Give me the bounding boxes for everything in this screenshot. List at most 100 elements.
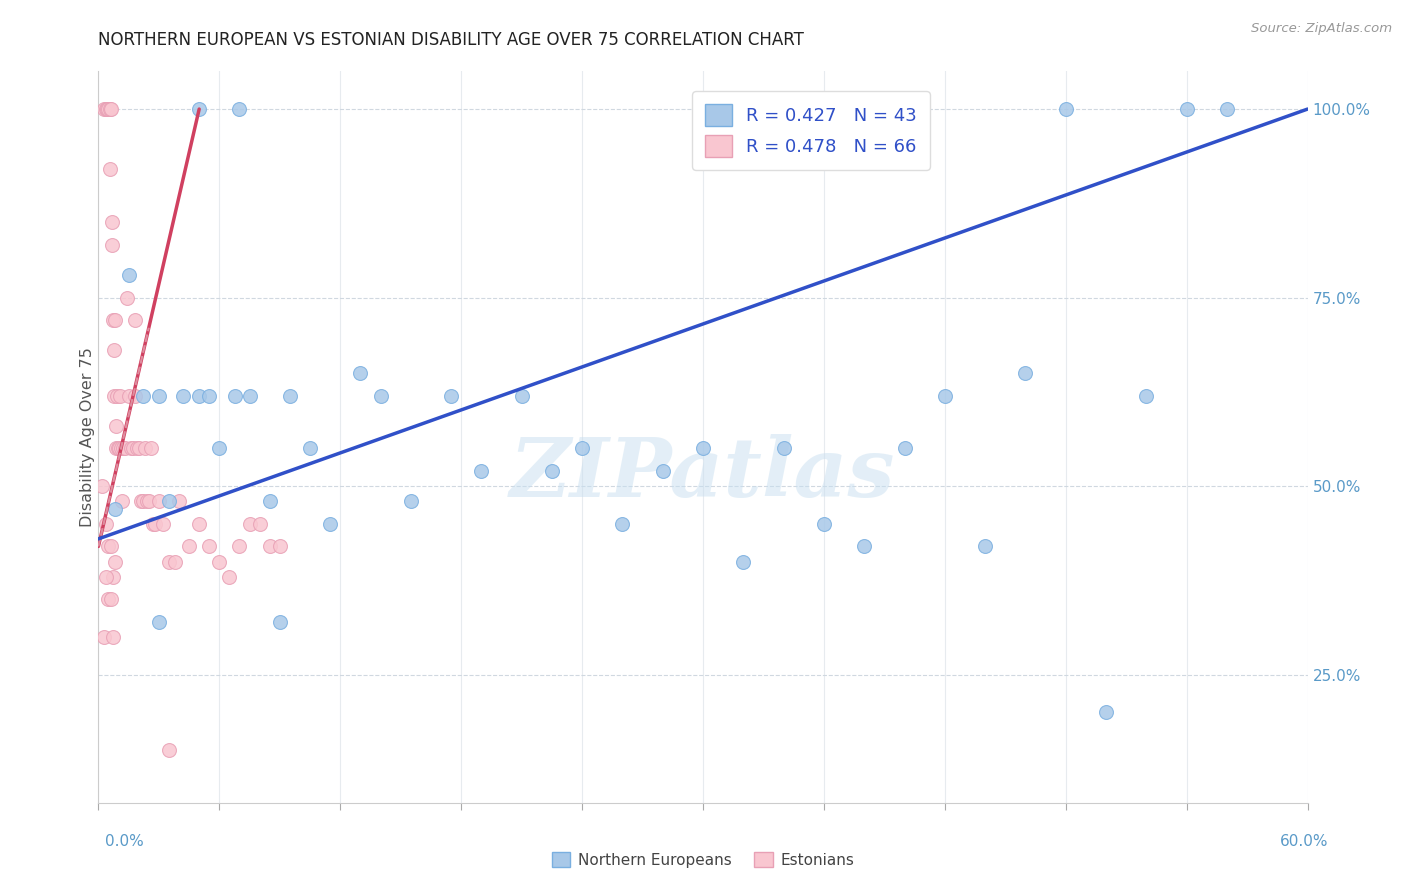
- Point: [105, 389, 128, 403]
- Point: [118, 268, 141, 282]
- Point: [97, 540, 120, 554]
- Point: [612, 516, 634, 531]
- Point: [96, 102, 118, 116]
- Point: [132, 389, 155, 403]
- Point: [228, 540, 250, 554]
- Point: [115, 291, 138, 305]
- Point: [198, 389, 221, 403]
- Point: [974, 540, 997, 554]
- Point: [1014, 366, 1036, 380]
- Point: [239, 389, 262, 403]
- Text: Source: ZipAtlas.com: Source: ZipAtlas.com: [1251, 22, 1392, 36]
- Point: [470, 464, 492, 478]
- Point: [813, 516, 835, 531]
- Point: [107, 442, 129, 456]
- Point: [103, 313, 125, 327]
- Point: [157, 743, 180, 757]
- Point: [125, 442, 148, 456]
- Point: [224, 389, 246, 403]
- Point: [239, 516, 262, 531]
- Point: [110, 442, 132, 456]
- Point: [96, 102, 118, 116]
- Point: [124, 389, 146, 403]
- Point: [188, 389, 211, 403]
- Point: [93, 102, 115, 116]
- Point: [540, 464, 562, 478]
- Point: [370, 389, 392, 403]
- Point: [104, 442, 127, 456]
- Point: [100, 237, 122, 252]
- Point: [399, 494, 422, 508]
- Point: [571, 442, 593, 456]
- Point: [121, 442, 143, 456]
- Point: [98, 162, 121, 177]
- Point: [1135, 389, 1157, 403]
- Text: 0.0%: 0.0%: [105, 834, 145, 848]
- Point: [172, 389, 194, 403]
- Point: [278, 389, 301, 403]
- Point: [893, 442, 915, 456]
- Text: 60.0%: 60.0%: [1281, 834, 1329, 848]
- Point: [157, 494, 180, 508]
- Point: [228, 102, 250, 116]
- Point: [135, 494, 157, 508]
- Point: [108, 389, 131, 403]
- Point: [651, 464, 673, 478]
- Point: [259, 494, 281, 508]
- Point: [1054, 102, 1077, 116]
- Point: [152, 516, 174, 531]
- Point: [349, 366, 371, 380]
- Text: ZIPatlas: ZIPatlas: [510, 434, 896, 514]
- Point: [139, 442, 162, 456]
- Point: [853, 540, 876, 554]
- Point: [103, 501, 125, 516]
- Point: [93, 630, 115, 644]
- Point: [299, 442, 322, 456]
- Point: [440, 389, 463, 403]
- Point: [319, 516, 342, 531]
- Point: [188, 102, 211, 116]
- Point: [97, 592, 120, 607]
- Point: [100, 540, 122, 554]
- Point: [114, 442, 136, 456]
- Point: [97, 102, 120, 116]
- Point: [692, 442, 714, 456]
- Legend: Northern Europeans, Estonians: Northern Europeans, Estonians: [544, 844, 862, 875]
- Point: [1095, 706, 1118, 720]
- Point: [1175, 102, 1198, 116]
- Point: [188, 516, 211, 531]
- Point: [103, 554, 125, 568]
- Point: [269, 615, 291, 629]
- Point: [148, 494, 170, 508]
- Point: [98, 102, 121, 116]
- Point: [218, 569, 240, 583]
- Point: [111, 442, 134, 456]
- Point: [107, 442, 129, 456]
- Point: [110, 494, 132, 508]
- Point: [733, 554, 755, 568]
- Point: [269, 540, 291, 554]
- Point: [148, 389, 170, 403]
- Text: NORTHERN EUROPEAN VS ESTONIAN DISABILITY AGE OVER 75 CORRELATION CHART: NORTHERN EUROPEAN VS ESTONIAN DISABILITY…: [98, 31, 804, 49]
- Point: [120, 442, 142, 456]
- Legend: R = 0.427   N = 43, R = 0.478   N = 66: R = 0.427 N = 43, R = 0.478 N = 66: [692, 91, 929, 169]
- Point: [148, 615, 170, 629]
- Point: [124, 313, 146, 327]
- Point: [91, 479, 114, 493]
- Point: [132, 494, 155, 508]
- Point: [104, 418, 127, 433]
- Point: [101, 569, 124, 583]
- Point: [118, 389, 141, 403]
- Point: [100, 215, 122, 229]
- Point: [249, 516, 271, 531]
- Point: [179, 540, 201, 554]
- Point: [101, 630, 124, 644]
- Point: [101, 313, 124, 327]
- Point: [259, 540, 281, 554]
- Point: [510, 389, 533, 403]
- Point: [143, 516, 166, 531]
- Point: [208, 554, 231, 568]
- Point: [934, 389, 956, 403]
- Y-axis label: Disability Age Over 75: Disability Age Over 75: [80, 347, 94, 527]
- Point: [129, 494, 152, 508]
